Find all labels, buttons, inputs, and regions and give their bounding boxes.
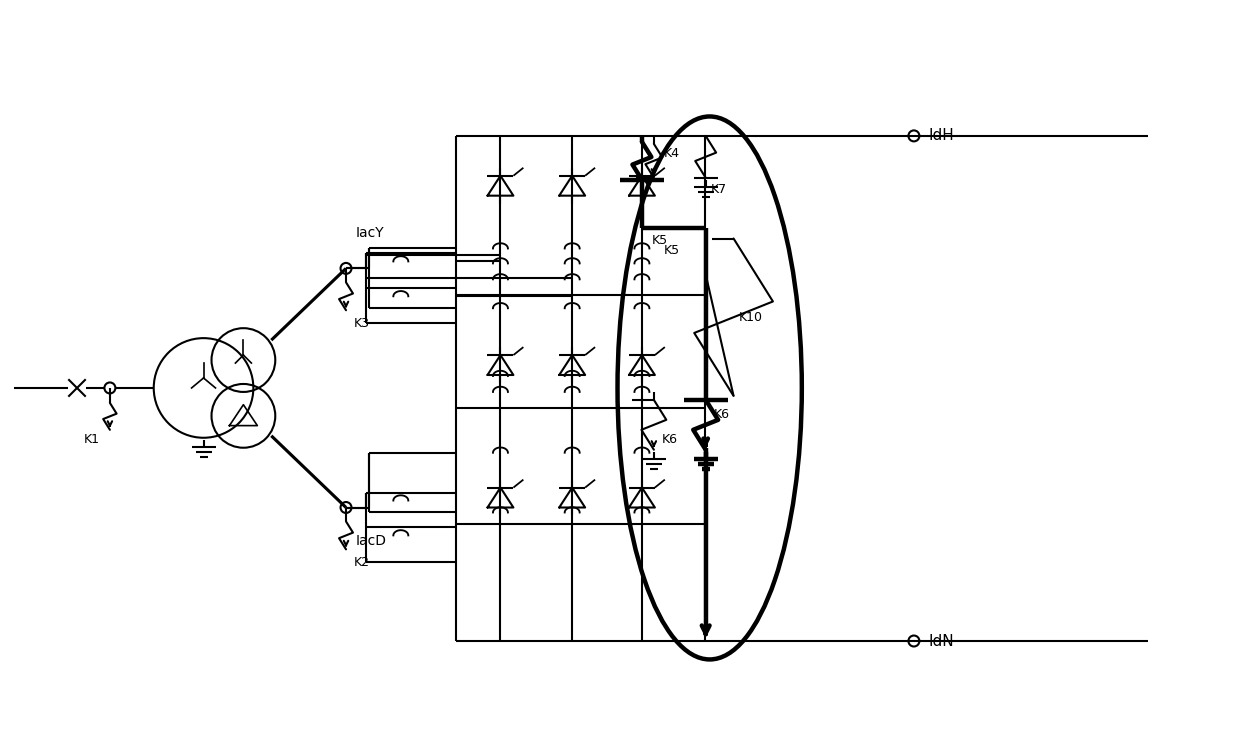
Text: IdN: IdN: [929, 634, 955, 649]
Text: K5: K5: [652, 234, 668, 247]
Text: IdH: IdH: [929, 128, 955, 143]
Text: K5: K5: [663, 244, 680, 257]
Text: K7: K7: [711, 183, 727, 196]
Text: IacD: IacD: [356, 535, 387, 548]
Text: K4: K4: [663, 147, 680, 160]
Text: K6: K6: [714, 408, 729, 422]
Text: K3: K3: [353, 316, 370, 330]
Text: K6: K6: [662, 433, 678, 446]
Text: K10: K10: [739, 310, 763, 324]
Text: K2: K2: [353, 556, 370, 568]
Text: K1: K1: [84, 433, 100, 446]
Text: IacY: IacY: [356, 226, 384, 239]
